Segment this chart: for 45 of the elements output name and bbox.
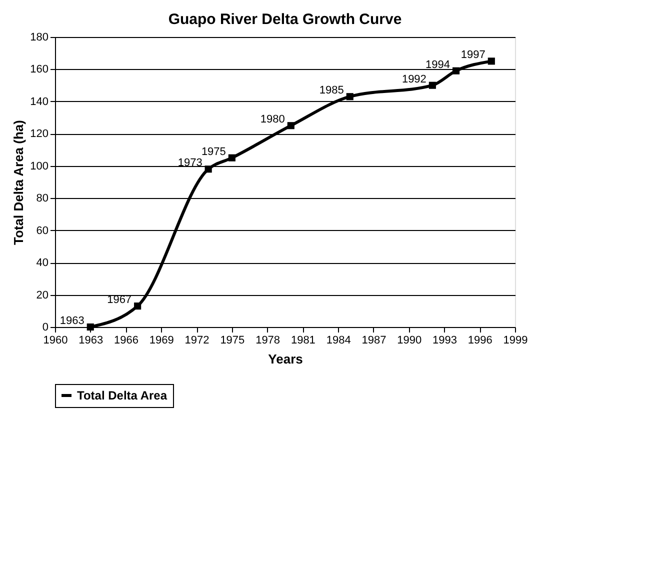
x-axis-title: Years xyxy=(268,352,303,366)
annotation: 1985 xyxy=(319,84,344,97)
point xyxy=(287,122,294,130)
annotation: 1992 xyxy=(402,73,426,86)
y-tick-label: 0 xyxy=(42,322,48,334)
x-tick-label: 1963 xyxy=(78,334,104,346)
y-tick-label: 60 xyxy=(36,224,48,237)
y-tick-label: 100 xyxy=(30,160,48,172)
x-tick-label: 1987 xyxy=(362,334,386,346)
point xyxy=(488,58,495,65)
x-tick-label: 1975 xyxy=(220,334,245,346)
annotation: 1994 xyxy=(426,58,450,71)
point xyxy=(428,82,436,89)
x-tick-label: 1996 xyxy=(468,334,492,346)
x-tick-label: 1993 xyxy=(432,334,457,346)
point xyxy=(452,67,460,74)
legend-label: Total Delta Area xyxy=(77,388,168,402)
x-tick-label: 1984 xyxy=(326,334,351,346)
y-tick-label: 20 xyxy=(36,289,48,302)
x-tick-label: 1990 xyxy=(397,334,422,346)
point xyxy=(346,93,354,100)
point xyxy=(86,323,94,331)
y-tick-label: 160 xyxy=(30,64,48,76)
y-tick-label: 120 xyxy=(30,128,48,140)
x-tick-label: 1981 xyxy=(290,334,316,346)
point xyxy=(204,166,212,173)
y-tick-label: 80 xyxy=(36,192,48,205)
point xyxy=(228,154,236,162)
x-tick-label: 1969 xyxy=(149,334,174,346)
x-tick-label: 1999 xyxy=(503,334,528,346)
y-tick-label: 140 xyxy=(30,96,48,108)
annotation: 1980 xyxy=(260,114,285,126)
x-tick-label: 1972 xyxy=(184,334,210,346)
x-tick-label: 1960 xyxy=(43,334,68,346)
point xyxy=(134,302,142,310)
annotation: 1963 xyxy=(60,315,84,327)
chart-title: Guapo River Delta Growth Curve xyxy=(168,11,402,28)
annotation: 1997 xyxy=(460,49,486,62)
annotation: 1973 xyxy=(178,157,202,170)
y-axis-title: Total Delta Area (ha) xyxy=(11,120,26,245)
x-tick-label: 1978 xyxy=(256,334,280,346)
annotation: 1975 xyxy=(201,146,226,158)
y-tick-label: 180 xyxy=(30,32,48,44)
x-tick-label: 1966 xyxy=(114,334,139,346)
y-tick-label: 40 xyxy=(36,257,48,270)
